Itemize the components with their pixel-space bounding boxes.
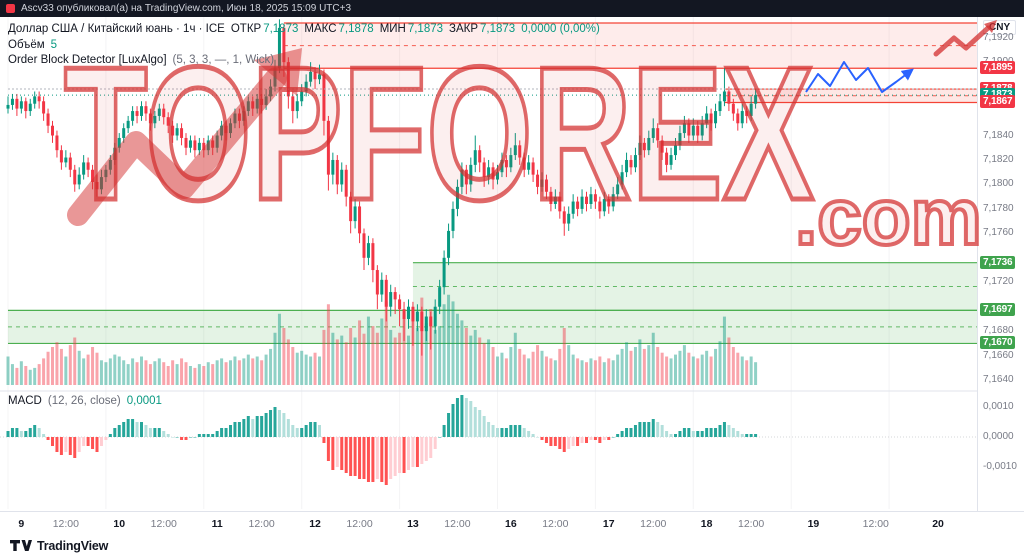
- time-axis-label: 12:00: [52, 518, 79, 530]
- volume-label: Объём: [8, 39, 45, 51]
- macd-legend-row[interactable]: MACD (12, 26, close) 0,0001: [8, 395, 162, 407]
- high-label: МАКС: [304, 23, 337, 35]
- time-axis-label: 12:00: [150, 518, 177, 530]
- time-axis-label: 16: [505, 518, 517, 530]
- price-tick-label: 7,1840: [983, 129, 1014, 141]
- publication-bar: Ascv33 опубликовал(а) на TradingView.com…: [0, 0, 1024, 17]
- macd-value: 0,0001: [126, 395, 162, 407]
- price-badge: 7,1895: [980, 61, 1016, 75]
- time-axis-label: 12:00: [444, 518, 471, 530]
- time-axis-label: 12:00: [248, 518, 275, 530]
- price-badge: 7,1736: [980, 255, 1016, 269]
- price-tick-label: 7,1780: [983, 202, 1014, 214]
- chart-pane[interactable]: [0, 17, 977, 511]
- footer-brand-text[interactable]: TradingView: [37, 538, 109, 553]
- time-axis-label: 18: [700, 518, 713, 530]
- price-tick-label: 7,1640: [983, 374, 1014, 386]
- publisher-avatar-icon: [6, 4, 15, 13]
- indicator-legend-row[interactable]: Order Block Detector [LuxAlgo] (5, 3, 3,…: [8, 54, 274, 66]
- close-value: 7,1873: [480, 23, 516, 35]
- price-badge: 7,1697: [980, 303, 1016, 317]
- volume-value: 5: [50, 39, 58, 51]
- price-badge: 7,1867: [980, 95, 1016, 109]
- symbol-legend-row[interactable]: Доллар США / Китайский юань · 1ч · ICE О…: [8, 23, 600, 35]
- price-tick-label: 7,1920: [983, 31, 1014, 43]
- bullish-order-block-lower: [8, 309, 977, 345]
- indicator-title: Order Block Detector [LuxAlgo]: [8, 54, 167, 66]
- footer-bar: TradingView: [0, 536, 1024, 555]
- price-tick-label: 7,1680: [983, 325, 1014, 337]
- time-axis-label: 12:00: [542, 518, 569, 530]
- tradingview-logo[interactable]: [10, 539, 32, 552]
- price-tick-label: 7,1720: [983, 276, 1014, 288]
- bearish-order-block-lower: [724, 88, 977, 104]
- bearish-order-block-upper: [283, 22, 977, 69]
- low-value: 7,1873: [407, 23, 444, 35]
- low-label: МИН: [379, 23, 406, 35]
- price-tick-label: 7,1820: [983, 153, 1014, 165]
- macd-title: MACD: [8, 395, 42, 407]
- time-axis-label: 19: [807, 518, 820, 530]
- price-badge: 7,1670: [980, 336, 1016, 350]
- high-value: 7,1878: [338, 23, 374, 35]
- time-axis-label: 11: [211, 518, 223, 530]
- volume-series: [6, 294, 758, 385]
- time-axis-label: 9: [18, 518, 25, 530]
- publication-text: Ascv33 опубликовал(а) на TradingView.com…: [21, 3, 352, 14]
- macd-tick-label: 0,0000: [983, 431, 1014, 442]
- price-tick-label: 7,1760: [983, 227, 1014, 239]
- time-axis-label: 20: [932, 518, 944, 530]
- volume-legend-row[interactable]: Объём 5: [8, 39, 57, 51]
- time-axis-label: 13: [407, 518, 419, 530]
- projection-arrow-drawing[interactable]: [805, 61, 914, 93]
- time-axis-label: 17: [602, 518, 615, 530]
- time-axis-label: 12:00: [346, 518, 373, 530]
- symbol-title: Доллар США / Китайский юань · 1ч · ICE: [8, 23, 225, 35]
- price-axis[interactable]: CNY 7,19207,19007,18407,18207,18007,1780…: [977, 17, 1024, 511]
- price-tick-label: 7,1800: [983, 178, 1014, 190]
- macd-tick-label: 0,0010: [983, 401, 1014, 412]
- time-axis-label: 12: [309, 518, 321, 530]
- open-label: ОТКР: [230, 23, 262, 35]
- change-value: 0,0000 (0,00%): [521, 23, 600, 35]
- close-label: ЗАКР: [449, 23, 479, 35]
- macd-histogram: [6, 395, 758, 485]
- bullish-order-block-upper: [412, 262, 977, 311]
- macd-tick-label: -0,0010: [983, 461, 1017, 472]
- price-tick-label: 7,1660: [983, 349, 1014, 361]
- chart-canvas[interactable]: [0, 17, 977, 511]
- time-axis-label: 10: [113, 518, 126, 530]
- indicator-params: (5, 3, 3, —, 1, Wick): [172, 54, 275, 66]
- macd-params: (12, 26, close): [47, 395, 121, 407]
- time-axis-label: 12:00: [640, 518, 667, 530]
- open-value: 7,1873: [263, 23, 299, 35]
- time-axis-label: 12:00: [862, 518, 889, 530]
- time-axis-label: 12:00: [738, 518, 765, 530]
- time-axis[interactable]: 9 12:00 10 12:00 11 12:00 12 12:00 13 12:00 16 12:0…: [0, 511, 1024, 536]
